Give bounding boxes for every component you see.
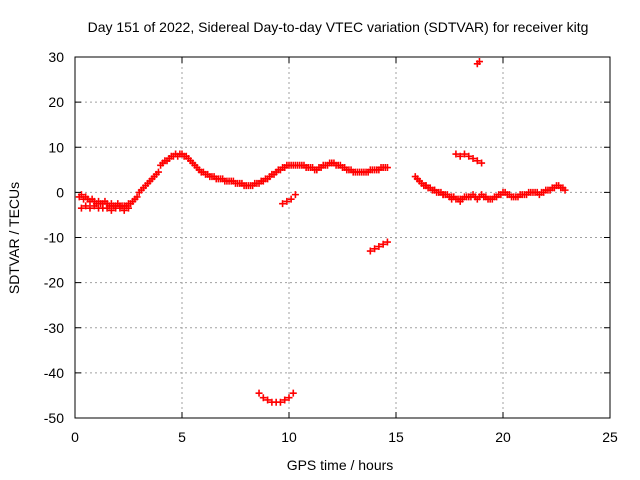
data-point [120,206,128,214]
y-tick-label: -20 [44,275,64,291]
y-tick-label: 20 [48,94,64,110]
data-point [279,200,287,208]
x-tick-label: 20 [495,429,511,445]
y-tick-label: -40 [44,365,64,381]
data-point [422,182,430,190]
data-point [276,398,284,406]
data-point [475,58,483,66]
data-point [82,202,90,210]
data-point [460,150,468,158]
chart-title: Day 151 of 2022, Sidereal Day-to-day VTE… [88,19,589,35]
y-tick-label: 0 [56,184,64,200]
data-point [86,204,94,212]
data-point [379,240,387,248]
data-point [154,168,162,176]
data-point [116,204,124,212]
data-point [439,191,447,199]
data-point [383,164,391,172]
data-point [90,202,98,210]
data-point [371,245,379,253]
data-points [75,58,569,406]
data-point [456,197,464,205]
data-point [291,191,299,199]
y-tick-label: 10 [48,139,64,155]
data-point [478,159,486,167]
y-tick-label: -50 [44,410,64,426]
x-tick-label: 10 [281,429,297,445]
x-tick-label: 5 [178,429,186,445]
data-point [561,186,569,194]
x-tick-label: 0 [71,429,79,445]
data-point [133,193,141,201]
data-point [107,206,115,214]
data-point [383,238,391,246]
data-point [264,396,272,404]
y-tick-label: -30 [44,320,64,336]
data-point [375,243,383,251]
y-axis-label: SDTVAR / TECUs [6,182,22,294]
data-point [465,152,473,160]
data-point [287,195,295,203]
data-point [452,150,460,158]
data-point [366,247,374,255]
x-tick-label: 15 [388,429,404,445]
data-point [77,191,85,199]
x-axis-label: GPS time / hours [287,457,394,473]
data-point [103,204,111,212]
data-point [456,152,464,160]
data-point [413,175,421,183]
grid-lines [75,57,610,418]
data-point [431,186,439,194]
data-point [77,204,85,212]
data-point [283,197,291,205]
data-point [255,389,263,397]
y-tick-label: 30 [48,49,64,65]
data-point [259,394,267,402]
data-point [469,155,477,163]
data-point [473,157,481,165]
data-point [281,396,289,404]
y-tick-label: -10 [44,230,64,246]
data-point [125,204,132,212]
x-tick-label: 25 [602,429,618,445]
data-point [285,394,293,402]
axis-ticks: 0 5 10 15 20 25 -50 -40 -30 -20 -10 0 10 20 30 [44,49,618,445]
data-point [448,195,456,203]
data-point [289,389,297,397]
